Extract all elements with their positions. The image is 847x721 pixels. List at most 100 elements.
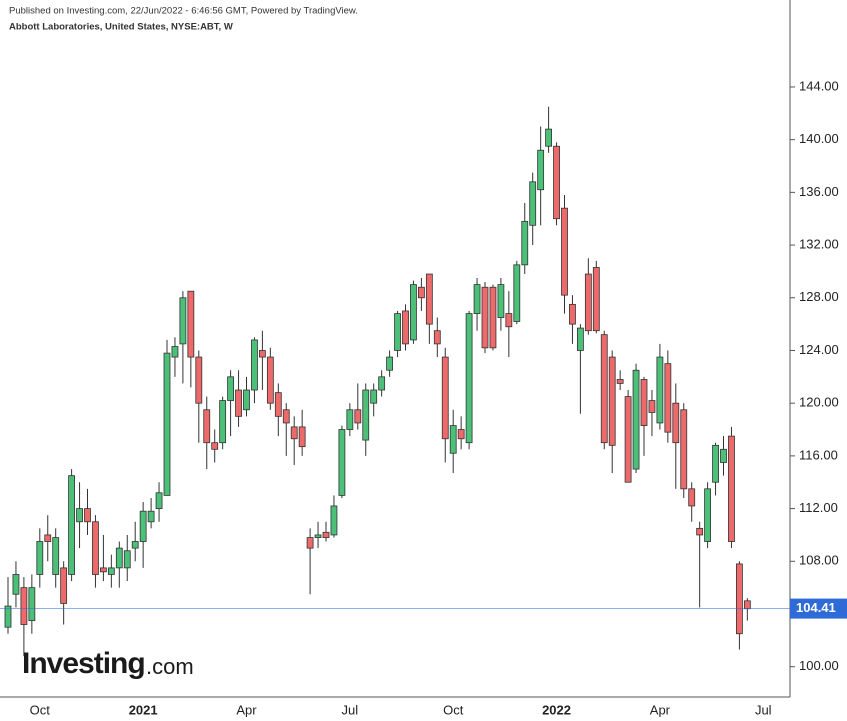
x-tick-label: Oct [443, 702, 464, 717]
candle-body [736, 563, 743, 635]
candle-body [712, 444, 719, 483]
candle-body [680, 409, 688, 490]
logo-name: Investing [22, 647, 145, 680]
candle-body [338, 429, 346, 496]
candle-body [306, 537, 314, 549]
candle-body [473, 284, 481, 314]
candle-body [131, 541, 139, 549]
candle-body [195, 356, 203, 404]
candle-body [553, 145, 560, 220]
candle-body [155, 492, 163, 509]
candle-body [84, 508, 91, 523]
candle-body [433, 330, 441, 345]
candle-body [298, 426, 306, 448]
y-tick-label: 128.00 [799, 289, 839, 304]
candle-body [624, 396, 632, 483]
candle-body [457, 429, 465, 440]
candle-body [410, 284, 417, 341]
candle-body [664, 363, 672, 433]
candle-body [258, 350, 266, 358]
candle-body [441, 356, 449, 440]
candle-body [545, 128, 552, 147]
y-tick-label: 116.00 [799, 447, 838, 462]
candle-body [44, 534, 52, 542]
candle-body [561, 207, 568, 296]
candle-body [92, 521, 99, 575]
candle-body [425, 273, 433, 325]
candle-body [616, 379, 624, 384]
published-note: Published on Investing.com, 22/Jun/2022 … [9, 6, 358, 17]
candle-body [600, 334, 608, 444]
candle-body [632, 369, 640, 470]
candle-body [100, 567, 107, 573]
y-tick-label: 100.00 [799, 658, 839, 673]
candle-body [521, 220, 529, 266]
candle-body [28, 587, 36, 621]
candle-body [394, 313, 401, 351]
logo-suffix: .com [146, 654, 194, 679]
candle-body [243, 389, 250, 411]
y-tick-label: 132.00 [799, 237, 839, 252]
candle-body [584, 273, 592, 332]
x-tick-label: Jul [755, 702, 772, 717]
candle-body [592, 267, 600, 332]
y-tick-label: 112.00 [799, 500, 838, 515]
candle-body [60, 567, 68, 604]
candle-body [743, 600, 751, 610]
candle-body [203, 409, 211, 444]
candle-body [12, 574, 20, 595]
candle-body [171, 346, 179, 358]
y-tick-label: 140.00 [799, 131, 839, 146]
candle-body [537, 149, 545, 191]
candle-body [489, 286, 497, 349]
y-tick-label: 108.00 [799, 553, 839, 568]
y-tick-label: 136.00 [799, 184, 839, 199]
candle-body [219, 400, 227, 444]
candle-body [497, 284, 505, 318]
candle-body [147, 510, 155, 523]
x-tick-label: 2022 [542, 702, 571, 717]
symbol-title: Abbott Laboratories, United States, NYSE… [9, 22, 233, 33]
candle-body [704, 488, 711, 542]
candle-body [513, 264, 521, 322]
candle-body [179, 297, 187, 345]
plot [4, 106, 751, 657]
candle-body [290, 426, 298, 440]
candle-body [465, 313, 473, 444]
candle-body [20, 587, 28, 625]
candle-body [211, 442, 219, 450]
candle-body [354, 409, 362, 424]
candle-body [370, 389, 378, 404]
candle-body [386, 356, 394, 371]
candle-body [656, 356, 664, 424]
candle-body [52, 537, 60, 575]
candle-body [362, 389, 370, 441]
candle-body [115, 547, 123, 569]
candle-body [569, 303, 576, 325]
candle-body [163, 352, 171, 496]
candle-body [227, 376, 235, 401]
candle-body [139, 510, 147, 542]
candle-body [728, 435, 735, 542]
candle-body [4, 605, 12, 628]
candle-body [378, 376, 386, 391]
x-tick-label: Jul [342, 702, 359, 717]
candle-body [346, 409, 354, 430]
candle-body [688, 488, 696, 507]
y-tick-label: 120.00 [799, 395, 839, 410]
last-price-box [790, 598, 847, 619]
candle-body [640, 379, 648, 426]
candle-body [36, 541, 44, 575]
x-tick-label: Apr [650, 702, 671, 717]
candle-body [266, 356, 274, 404]
candle-body [107, 567, 115, 575]
candle-body [314, 534, 322, 538]
y-tick-label: 124.00 [799, 342, 839, 357]
candle-body [481, 286, 489, 349]
candle-body [608, 356, 616, 446]
y-tick-label: 144.00 [799, 78, 839, 93]
candle-body [330, 505, 338, 536]
candle-body [235, 389, 242, 417]
